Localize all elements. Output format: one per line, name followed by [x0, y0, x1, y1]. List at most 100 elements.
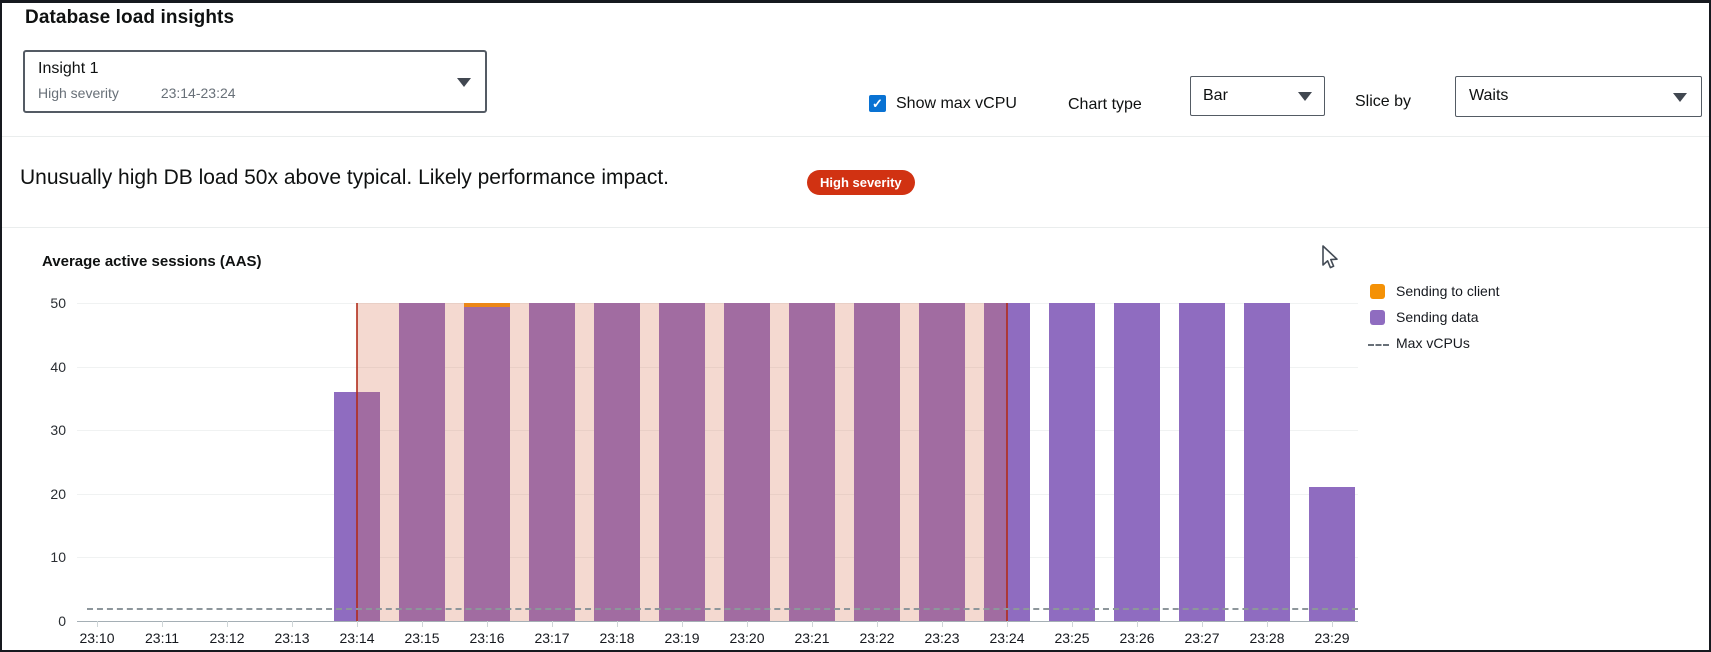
x-axis-tickmark: [747, 621, 748, 627]
gridline: [77, 366, 1358, 368]
bar-segment: [1179, 303, 1225, 621]
x-axis-tickmark: [1202, 621, 1203, 627]
legend-swatch-icon: [1370, 310, 1385, 325]
bar-segment: [464, 303, 510, 308]
x-axis-tickmark: [1137, 621, 1138, 627]
chevron-down-icon: [457, 77, 471, 87]
gridline: [77, 303, 1358, 304]
bar-segment: [529, 303, 575, 621]
insight-time-range: 23:14-23:24: [160, 85, 236, 101]
slice-by-label: Slice by: [1355, 93, 1412, 110]
x-axis-tickmark: [97, 621, 98, 627]
x-axis-tick-label: 23:24: [989, 630, 1025, 646]
bar-segment: [659, 303, 705, 621]
alert-divider: [2, 227, 1709, 228]
x-axis-tick-label: 23:26: [1119, 630, 1155, 646]
chart-type-label: Chart type: [1068, 96, 1142, 113]
x-axis-tick-label: 23:17: [534, 630, 570, 646]
bar-segment: [854, 303, 900, 621]
show-max-vcpu-label: Show max vCPU: [896, 95, 1017, 112]
x-axis-tick-label: 23:22: [859, 630, 895, 646]
gridline: [77, 430, 1358, 432]
bar-segment: [399, 303, 445, 621]
x-axis-tick-label: 23:23: [924, 630, 960, 646]
legend-item-label: Max vCPUs: [1396, 335, 1470, 351]
bar-segment: [1114, 303, 1160, 621]
legend-item-label: Sending to client: [1396, 283, 1500, 299]
slice-by-value: Waits: [1469, 87, 1509, 104]
x-axis-tickmark: [942, 621, 943, 627]
x-axis-tick-label: 23:11: [145, 630, 179, 646]
insight-select-value: Insight 1: [38, 60, 99, 77]
x-axis-tick-label: 23:13: [274, 630, 310, 646]
legend-dash-icon: [1368, 344, 1389, 346]
x-axis-tick-label: 23:18: [599, 630, 635, 646]
insight-window-shading: [357, 303, 1007, 621]
x-axis-tickmark: [682, 621, 683, 627]
x-axis-tickmark: [877, 621, 878, 627]
x-axis-tick-label: 23:20: [729, 630, 765, 646]
x-axis-tick-label: 23:10: [79, 630, 115, 646]
x-axis-tickmark: [617, 621, 618, 627]
legend-swatch-icon: [1370, 284, 1385, 299]
insight-start-line: [356, 303, 358, 621]
y-axis-tick-label: 10: [50, 549, 66, 566]
bar-segment: [1049, 303, 1095, 621]
x-axis-tick-label: 23:16: [469, 630, 505, 646]
bar-segment: [724, 303, 770, 621]
x-axis-tickmark: [1072, 621, 1073, 627]
x-axis-tickmark: [487, 621, 488, 627]
y-axis-tick-label: 30: [50, 422, 66, 439]
insight-end-line: [1006, 303, 1008, 621]
bar-segment: [789, 303, 835, 621]
max-vcpu-line: [87, 608, 1358, 611]
y-axis-tick-label: 40: [50, 358, 66, 375]
legend-item-label: Sending data: [1396, 309, 1479, 325]
aas-bar-chart: 0 10 20 30 40 50 23:10 23:11 23:12 23:13 23:14 23:1…: [2, 3, 1709, 650]
insight-select[interactable]: Insight 1 High severity 23:14-23:24: [23, 50, 487, 113]
insight-select-subtitle: High severity 23:14-23:24: [38, 85, 236, 101]
chart-type-select[interactable]: Bar: [1190, 76, 1325, 116]
x-axis-tickmark: [552, 621, 553, 627]
chart-title: Average active sessions (AAS): [42, 253, 262, 270]
chevron-down-icon: [1673, 92, 1687, 102]
bar-segment: [1309, 487, 1355, 621]
x-axis-tick-label: 23:12: [209, 630, 245, 646]
bar-segment: [594, 303, 640, 621]
high-severity-badge: High severity: [807, 170, 915, 195]
insight-severity: High severity: [38, 85, 119, 101]
x-axis-tickmark: [357, 621, 358, 627]
x-axis-tickmark: [422, 621, 423, 627]
slice-by-select[interactable]: Waits: [1455, 76, 1702, 117]
chart-type-value: Bar: [1203, 87, 1228, 104]
header-divider: [2, 136, 1709, 137]
x-axis-tick-label: 23:27: [1184, 630, 1220, 646]
page-title: Database load insights: [25, 7, 235, 28]
mouse-cursor-icon: [1322, 245, 1338, 269]
bar-segment: [1244, 303, 1290, 621]
x-axis-tickmark: [1267, 621, 1268, 627]
x-axis-tick-label: 23:25: [1054, 630, 1090, 646]
bar-segment: [919, 303, 965, 621]
x-axis-tickmark: [162, 621, 163, 627]
x-axis-tickmark: [812, 621, 813, 627]
x-axis-tick-label: 23:21: [794, 630, 830, 646]
y-axis-tick-label: 20: [50, 485, 66, 502]
y-axis-tick-label: 50: [50, 295, 66, 311]
insight-alert-message: Unusually high DB load 50x above typical…: [20, 166, 670, 189]
x-axis-line: [77, 621, 1358, 622]
chevron-down-icon: [1298, 92, 1312, 101]
x-axis-tickmark: [1332, 621, 1333, 627]
y-axis-tick-label: 0: [58, 613, 66, 629]
gridline: [77, 557, 1358, 559]
x-axis-tick-label: 23:14: [339, 630, 375, 646]
bar-segment: [464, 307, 510, 621]
show-max-vcpu-checkbox[interactable]: ✓: [869, 95, 886, 112]
gridline: [77, 493, 1358, 495]
x-axis-tick-label: 23:19: [664, 630, 700, 646]
x-axis-tick-label: 23:29: [1314, 630, 1350, 646]
x-axis-tickmark: [1007, 621, 1008, 627]
x-axis-tickmark: [292, 621, 293, 627]
x-axis-tick-label: 23:15: [404, 630, 440, 646]
